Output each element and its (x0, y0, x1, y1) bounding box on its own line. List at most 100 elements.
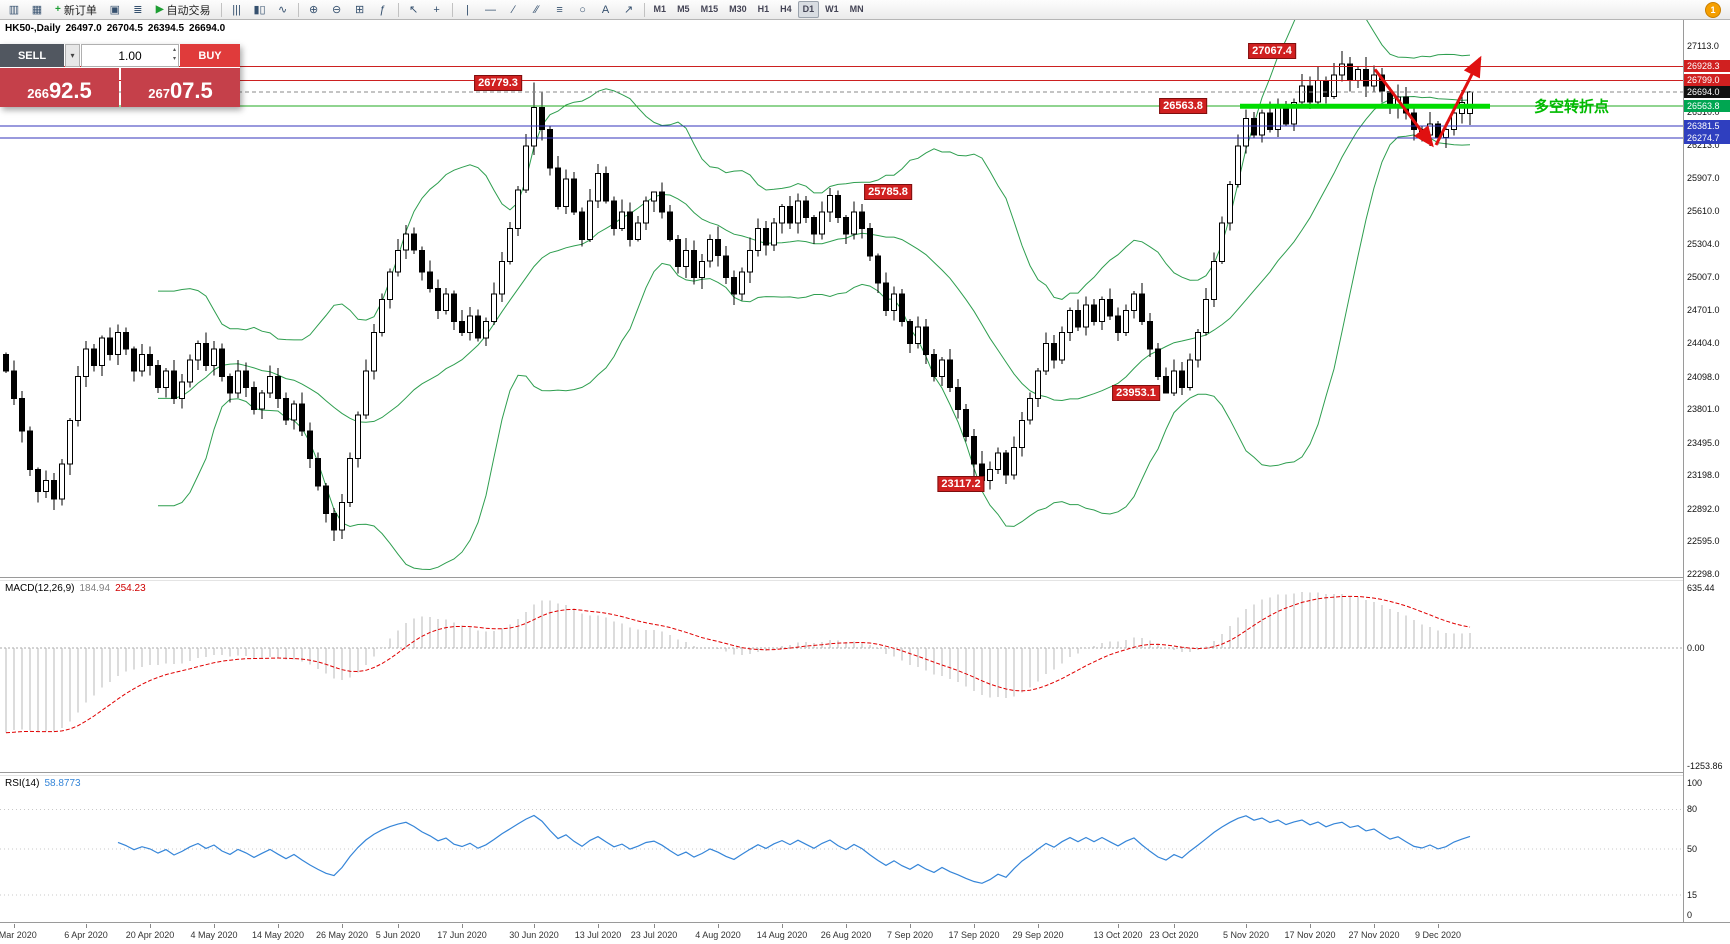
channel-icon[interactable]: ∕∕ (534, 3, 539, 16)
axis-tick-label: 25610.0 (1687, 205, 1720, 216)
macd-indicator-chart[interactable] (0, 580, 1683, 772)
price-label-annotation[interactable]: 26779.3 (474, 74, 522, 91)
profiles-icon[interactable]: ▦ (31, 4, 43, 16)
axis-tick-label: 0.00 (1687, 642, 1705, 653)
volume-dropdown-arrow-icon[interactable]: ▾ (65, 44, 80, 67)
bar-chart-icon[interactable]: ||| (232, 3, 241, 16)
timeframe-w1[interactable]: W1 (825, 4, 839, 14)
new-chart-icon[interactable]: ▥ (8, 4, 20, 16)
market-watch-icon[interactable]: ▣ (109, 4, 121, 16)
price-label-annotation[interactable]: 27067.4 (1248, 43, 1296, 59)
timeframe-m30[interactable]: M30 (729, 4, 747, 14)
tile-windows-icon[interactable]: ⊞ (354, 4, 365, 16)
arrow-tool-icon[interactable]: ↗ (623, 4, 634, 16)
date-label: 27 Nov 2020 (1348, 930, 1400, 940)
rsi-indicator-chart[interactable] (0, 775, 1683, 922)
data-window-icon[interactable]: ≣ (133, 4, 143, 16)
date-label: 14 May 2020 (251, 930, 305, 940)
candlestick-chart-icon[interactable]: ▮▯ (253, 4, 266, 16)
timeframe-mn[interactable]: MN (849, 4, 864, 14)
time-axis-tick (1246, 924, 1247, 928)
toolbar-separator (297, 2, 299, 17)
main-price-chart[interactable] (0, 20, 1683, 577)
price-label-annotation[interactable]: 23953.1 (1112, 384, 1160, 401)
price-axis-marker: 26928.3 (1684, 60, 1730, 73)
volume-input[interactable]: 1.00 ▴ ▾ (81, 44, 179, 67)
fibonacci-icon[interactable]: ≡ (556, 3, 563, 16)
macd-label: MACD(12,26,9) 184.94 254.23 (5, 583, 151, 594)
price-label-annotation[interactable]: 23117.2 (937, 476, 985, 493)
sell-button[interactable]: SELL (0, 44, 64, 67)
shapes-icon[interactable]: ○ (579, 3, 586, 16)
time-axis-tick (1374, 924, 1375, 928)
axis-tick-label: 22298.0 (1687, 569, 1720, 579)
axis-tick-label: 100 (1687, 778, 1703, 788)
time-axis-tick (1118, 924, 1119, 928)
timeframe-m5[interactable]: M5 (677, 4, 690, 14)
panel-separator[interactable] (0, 772, 1730, 776)
horizontal-line-icon[interactable]: — (485, 3, 497, 16)
autotrading-button[interactable]: ▶ 自动交易 (150, 1, 217, 18)
date-label: 23 Oct 2020 (1149, 930, 1199, 940)
date-label: 30 Jun 2020 (509, 930, 559, 940)
spinner-up-icon[interactable]: ▴ (172, 47, 176, 53)
vertical-line-icon[interactable]: | (466, 3, 469, 16)
chart-stage: 27113.026510.026213.025907.025610.025304… (0, 20, 1730, 944)
buy-price-display[interactable]: 267 07.5 (121, 68, 240, 107)
price-label-annotation[interactable]: 26563.8 (1159, 98, 1207, 115)
time-axis-tick (534, 924, 535, 928)
timeframe-m1[interactable]: M1 (653, 4, 667, 14)
time-axis-tick (1438, 924, 1439, 928)
timeframe-h1[interactable]: H1 (757, 4, 770, 14)
axis-tick-label: 22892.0 (1687, 503, 1720, 514)
chart-title-ohlc: HK50-,Daily 26497.0 26704.5 26394.5 26694.0 (5, 23, 230, 34)
zoom-in-icon[interactable]: ⊕ (308, 4, 319, 16)
sell-price-display[interactable]: 266 92.5 (0, 68, 119, 107)
time-axis-tick (342, 924, 343, 928)
autotrading-button-icon: ▶ (155, 4, 164, 15)
price-label-annotation[interactable]: 25785.8 (864, 183, 912, 200)
buy-price-base: 267 (148, 86, 170, 101)
price-axis[interactable]: 27113.026510.026213.025907.025610.025304… (1683, 20, 1730, 922)
date-label: 5 Mar 2020 (0, 930, 37, 940)
date-label: 29 Sep 2020 (1012, 930, 1064, 940)
low-value: 26394.5 (147, 23, 185, 34)
date-label: 13 Jul 2020 (574, 930, 622, 940)
time-axis-tick (14, 924, 15, 928)
date-label: 4 May 2020 (190, 930, 238, 940)
time-axis-tick (214, 924, 215, 928)
notification-badge[interactable]: 1 (1705, 1, 1721, 18)
time-axis-tick (654, 924, 655, 928)
bull-bear-turning-point-note[interactable]: 多空转折点 (1534, 98, 1610, 116)
new-order-button[interactable]: + 新订单 (49, 1, 103, 18)
time-axis-tick (1038, 924, 1039, 928)
toolbar-separator (397, 2, 399, 17)
indicators-icon[interactable]: ƒ (379, 3, 386, 16)
time-axis-tick (1310, 924, 1311, 928)
trendline-icon[interactable]: ∕ (512, 3, 515, 16)
spinner-down-icon[interactable]: ▾ (172, 56, 176, 62)
timeframe-h4[interactable]: H4 (780, 4, 792, 14)
volume-spinner[interactable]: ▴ ▾ (173, 46, 176, 64)
axis-tick-label: 25907.0 (1687, 173, 1720, 184)
time-axis-tick (910, 924, 911, 928)
timeframe-m15[interactable]: M15 (700, 4, 719, 14)
cursor-icon[interactable]: ↖ (408, 4, 419, 16)
buy-button[interactable]: BUY (180, 44, 240, 67)
panel-separator[interactable] (0, 577, 1730, 581)
timeframe-d1[interactable]: D1 (797, 1, 820, 18)
toolbar-separator (451, 2, 453, 17)
axis-tick-label: 25007.0 (1687, 271, 1720, 282)
crosshair-icon[interactable]: + (433, 3, 440, 16)
time-axis-tick (398, 924, 399, 928)
zoom-out-icon[interactable]: ⊖ (331, 4, 342, 16)
time-axis-tick (1174, 924, 1175, 928)
axis-tick-label: -1253.86 (1687, 761, 1723, 771)
text-icon[interactable]: A (601, 3, 610, 16)
line-chart-icon[interactable]: ∿ (277, 4, 288, 16)
price-axis-marker: 26694.0 (1684, 85, 1730, 98)
toolbar-separator (220, 2, 222, 17)
time-axis-tick (598, 924, 599, 928)
time-axis[interactable]: 5 Mar 2020 6 Apr 2020 20 Apr 2020 4 May 202… (0, 924, 1730, 944)
time-axis-tick (150, 924, 151, 928)
